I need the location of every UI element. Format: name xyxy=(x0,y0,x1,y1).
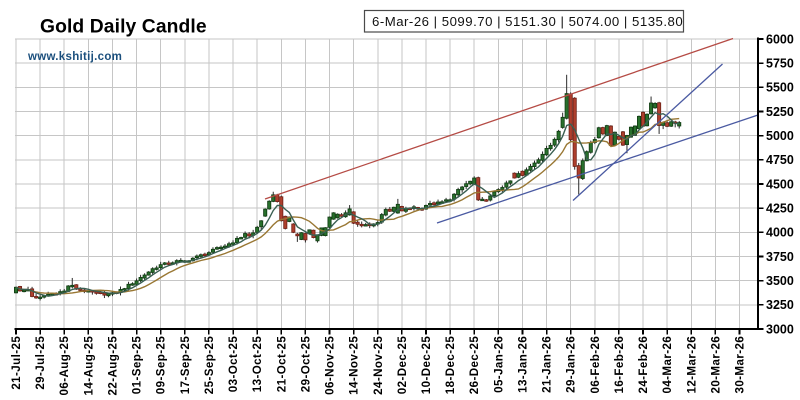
svg-text:5250: 5250 xyxy=(766,105,794,119)
svg-text:04-Mar-26: 04-Mar-26 xyxy=(661,336,674,394)
svg-text:21-Jul-25: 21-Jul-25 xyxy=(10,336,23,390)
svg-text:4000: 4000 xyxy=(766,226,794,240)
svg-text:4250: 4250 xyxy=(766,202,794,216)
svg-text:29-Oct-25: 29-Oct-25 xyxy=(299,336,312,393)
svg-text:5500: 5500 xyxy=(766,81,794,95)
svg-text:13-Oct-25: 13-Oct-25 xyxy=(251,336,264,393)
svg-text:24-Nov-25: 24-Nov-25 xyxy=(372,336,385,395)
svg-text:Gold Daily Candle: Gold Daily Candle xyxy=(40,16,207,37)
svg-text:22-Aug-25: 22-Aug-25 xyxy=(106,336,119,396)
svg-text:25-Sep-25: 25-Sep-25 xyxy=(203,336,216,395)
svg-text:06-Feb-26: 06-Feb-26 xyxy=(589,336,602,394)
svg-text:20-Mar-26: 20-Mar-26 xyxy=(709,336,722,394)
svg-text:29-Jan-26: 29-Jan-26 xyxy=(565,336,578,393)
svg-text:24-Feb-26: 24-Feb-26 xyxy=(637,336,650,394)
svg-text:21-Jan-26: 21-Jan-26 xyxy=(541,336,554,393)
svg-text:29-Jul-25: 29-Jul-25 xyxy=(34,336,47,390)
svg-text:4500: 4500 xyxy=(766,177,794,191)
svg-text:18-Dec-25: 18-Dec-25 xyxy=(444,336,457,395)
svg-text:06-Aug-25: 06-Aug-25 xyxy=(58,336,71,396)
svg-text:13-Jan-26: 13-Jan-26 xyxy=(516,336,529,393)
svg-text:01-Sep-25: 01-Sep-25 xyxy=(131,336,144,395)
svg-text:10-Dec-25: 10-Dec-25 xyxy=(420,336,433,395)
svg-text:12-Mar-26: 12-Mar-26 xyxy=(685,336,698,394)
svg-text:6-Mar-26 | 5099.70 | 5151.30 |: 6-Mar-26 | 5099.70 | 5151.30 | 5074.00 |… xyxy=(372,14,683,29)
svg-text:5000: 5000 xyxy=(766,129,794,143)
svg-text:17-Sep-25: 17-Sep-25 xyxy=(179,336,192,395)
svg-text:14-Nov-25: 14-Nov-25 xyxy=(348,336,361,395)
svg-text:3000: 3000 xyxy=(766,322,794,336)
svg-text:02-Dec-25: 02-Dec-25 xyxy=(396,336,409,395)
svg-text:16-Feb-26: 16-Feb-26 xyxy=(613,336,626,394)
svg-text:06-Nov-25: 06-Nov-25 xyxy=(324,336,337,395)
svg-text:30-Mar-26: 30-Mar-26 xyxy=(734,336,747,394)
svg-text:3250: 3250 xyxy=(766,298,794,312)
svg-text:www.kshitij.com: www.kshitij.com xyxy=(27,51,122,63)
svg-text:26-Dec-25: 26-Dec-25 xyxy=(468,336,481,395)
svg-text:14-Aug-25: 14-Aug-25 xyxy=(82,336,95,396)
svg-text:05-Jan-26: 05-Jan-26 xyxy=(492,336,505,393)
svg-text:03-Oct-25: 03-Oct-25 xyxy=(227,336,240,393)
svg-text:6000: 6000 xyxy=(766,32,794,46)
svg-text:5750: 5750 xyxy=(766,57,794,71)
svg-text:09-Sep-25: 09-Sep-25 xyxy=(155,336,168,395)
svg-text:4750: 4750 xyxy=(766,153,794,167)
svg-text:3500: 3500 xyxy=(766,274,794,288)
svg-text:3750: 3750 xyxy=(766,250,794,264)
svg-text:21-Oct-25: 21-Oct-25 xyxy=(275,336,288,393)
